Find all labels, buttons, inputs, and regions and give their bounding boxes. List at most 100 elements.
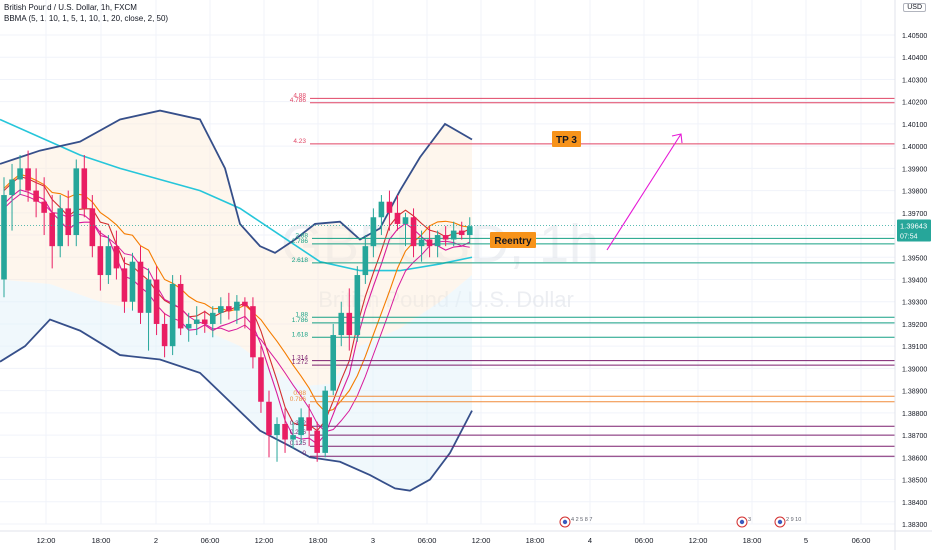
candle-body xyxy=(121,268,128,302)
candle-body xyxy=(17,168,23,180)
fib-label: 4.23 xyxy=(293,138,306,145)
y-tick-label: 1.40100 xyxy=(902,122,927,129)
fib-label: 1.272 xyxy=(292,359,309,366)
economic-event-badge[interactable]: 4 2 5 8 7 xyxy=(559,516,592,528)
candle-body xyxy=(322,390,328,453)
target-arrow xyxy=(606,133,682,251)
fib-label: 1.88 xyxy=(295,311,308,318)
fib-label: 4.786 xyxy=(290,97,307,104)
candle-body xyxy=(169,283,176,347)
x-tick-label: 18:00 xyxy=(743,536,762,545)
ma50-line xyxy=(0,118,473,272)
candle-body xyxy=(57,208,64,247)
indicator-legend[interactable]: BBMA (5, 1, 10, 1, 5, 1, 10, 1, 20, clos… xyxy=(4,14,169,23)
y-tick-label: 1.40000 xyxy=(902,144,927,151)
candle-body xyxy=(145,279,152,313)
x-tick-label: 06:00 xyxy=(635,536,654,545)
candle-body xyxy=(290,435,296,440)
reentry-label[interactable]: Reentry xyxy=(490,232,536,248)
y-tick-label: 1.39000 xyxy=(902,366,927,373)
candle-body xyxy=(218,306,224,313)
bb-upper-line xyxy=(0,109,473,254)
candle-body xyxy=(338,312,345,336)
candle-body xyxy=(450,230,457,240)
y-tick-label: 1.39700 xyxy=(902,211,927,218)
x-tick-label: 4 xyxy=(588,536,592,545)
fib-label: 4.88 xyxy=(293,92,306,99)
candle-body xyxy=(242,301,248,307)
candle-body xyxy=(330,335,337,391)
candle-body xyxy=(402,217,409,224)
candle-body xyxy=(153,279,160,324)
arrow-head-icon xyxy=(671,133,683,144)
x-tick-label: 06:00 xyxy=(418,536,437,545)
fib-label: 2.88 xyxy=(295,232,308,239)
fib-label: 2.786 xyxy=(292,238,309,245)
economic-event-badge[interactable]: 3 xyxy=(736,516,751,528)
candle-body xyxy=(410,217,417,247)
fib-label: 0.786 xyxy=(290,396,307,403)
candle-body xyxy=(49,212,55,247)
fib-label: 1.618 xyxy=(292,331,309,338)
y-tick-label: 1.38400 xyxy=(902,500,927,507)
candle-body xyxy=(370,217,377,247)
y-tick-label: 1.38800 xyxy=(902,411,927,418)
fib-label: 1.314 xyxy=(292,355,309,362)
tp3-text: TP 3 xyxy=(556,135,577,146)
x-tick-label: 3 xyxy=(371,536,375,545)
x-tick-label: 12:00 xyxy=(255,536,274,545)
time-axis: 12:00 18:00 2 06:00 12:00 18:00 3 06:00 12:00 18:… xyxy=(0,530,932,545)
candle-body xyxy=(9,179,15,196)
y-tick-label: 1.39200 xyxy=(902,322,927,329)
fib-label: 1.786 xyxy=(292,317,309,324)
tp3-label[interactable]: TP 3 xyxy=(552,131,581,147)
x-tick-label: 18:00 xyxy=(92,536,111,545)
candle-body xyxy=(378,201,385,218)
ma-magenta-low-2 xyxy=(3,193,470,433)
candle-body xyxy=(209,312,216,324)
candle-body xyxy=(73,168,80,236)
x-tick-label: 2 xyxy=(154,536,158,545)
candle-body xyxy=(113,246,120,269)
candle-body xyxy=(226,306,232,311)
candle-body xyxy=(346,312,353,336)
candle-body xyxy=(105,246,112,276)
candle-body xyxy=(394,212,401,224)
candle-body xyxy=(258,357,264,402)
price-axis: 1.38300 1.38400 1.38500 1.38600 1.38700 1.388… xyxy=(894,0,927,550)
candle-body xyxy=(466,226,473,236)
last-price-value: 1.39643 xyxy=(900,221,927,230)
y-tick-label: 1.40200 xyxy=(902,100,927,107)
candle-body xyxy=(137,261,144,313)
candle-body xyxy=(354,275,361,336)
candle-body xyxy=(306,417,312,431)
fib-label: 0.88 xyxy=(293,390,306,397)
candle-body xyxy=(274,423,280,436)
candle-body xyxy=(177,283,184,329)
bb-lower-fill xyxy=(0,275,472,491)
x-tick-label: 18:00 xyxy=(309,536,328,545)
x-tick-label: 18:00 xyxy=(526,536,545,545)
fib-levels: 4.884.786 4.23 2.882.786 2.618 1.881.786 1.61… xyxy=(290,92,895,457)
y-tick-label: 1.40300 xyxy=(902,77,927,84)
currency-label[interactable]: USD xyxy=(903,3,926,12)
y-tick-label: 1.38600 xyxy=(902,455,927,462)
y-tick-label: 1.39500 xyxy=(902,255,927,262)
economic-event-badge[interactable]: 2 9 10 xyxy=(774,516,801,528)
y-tick-label: 1.39300 xyxy=(902,300,927,307)
fib-label: 0.236 xyxy=(290,429,307,436)
candle-body xyxy=(282,423,288,440)
candle-body xyxy=(41,201,47,213)
y-tick-label: 1.40400 xyxy=(902,55,927,62)
candle-body xyxy=(25,168,31,191)
y-tick-label: 1.38500 xyxy=(902,478,927,485)
candle-body xyxy=(362,246,369,276)
last-price-badge[interactable]: 1.39643 07:54 xyxy=(897,219,931,242)
candle-body xyxy=(234,301,240,311)
x-tick-label: 06:00 xyxy=(201,536,220,545)
y-tick-label: 1.38300 xyxy=(902,522,927,529)
candle-body xyxy=(193,319,200,324)
candle-body xyxy=(1,195,7,280)
event-badge-count: 2 9 10 xyxy=(786,517,801,523)
